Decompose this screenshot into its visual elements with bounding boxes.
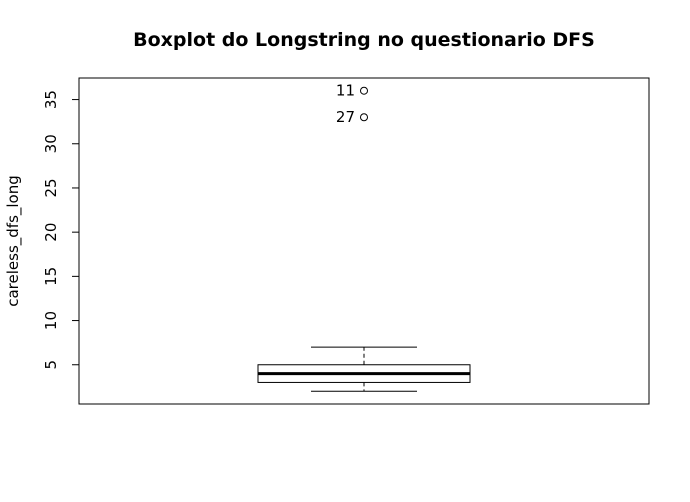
outlier-label: 11	[336, 82, 355, 100]
y-axis-label: careless_dfs_long	[4, 175, 23, 307]
y-tick-label: 30	[42, 134, 60, 153]
y-tick-label: 10	[42, 311, 60, 330]
chart-title: Boxplot do Longstring no questionario DF…	[133, 29, 595, 51]
outlier-label: 27	[336, 108, 355, 126]
box-group	[257, 346, 471, 392]
y-tick-label: 15	[42, 267, 60, 286]
y-axis: 5 10 15 20 25 30 35	[42, 90, 80, 370]
y-tick-label: 5	[42, 360, 60, 370]
y-tick-label: 35	[42, 90, 60, 109]
outlier-point	[360, 113, 368, 122]
outlier-point	[360, 86, 368, 95]
y-tick-label: 25	[42, 178, 60, 197]
y-tick-label: 20	[42, 223, 60, 242]
